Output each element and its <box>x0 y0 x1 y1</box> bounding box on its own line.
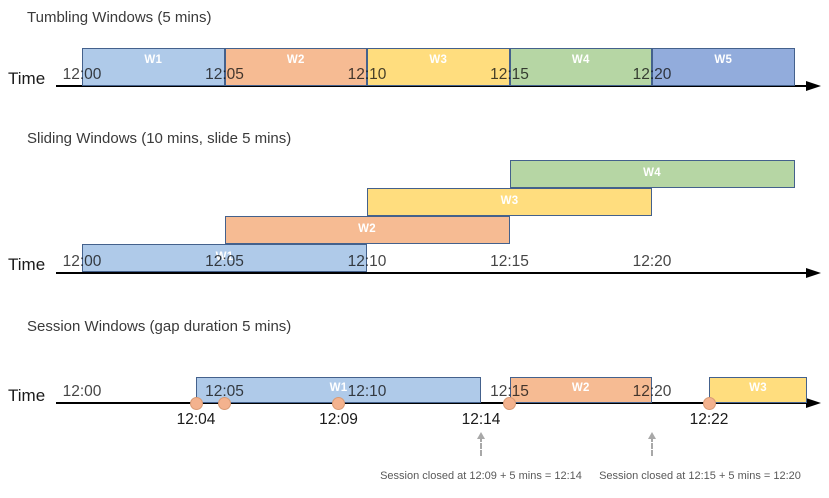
window-label: W3 <box>429 54 448 66</box>
time-axis-label-tumbling: Time <box>8 69 46 88</box>
window-label: W2 <box>358 223 376 235</box>
timeline-arrowhead-icon <box>806 397 821 408</box>
tick-label: 12:20 <box>632 383 672 400</box>
timeline-sliding <box>56 272 809 274</box>
window-label: W1 <box>144 54 163 66</box>
tick-label: 12:10 <box>347 383 387 400</box>
time-axis-label-session: Time <box>8 386 46 405</box>
section-title-sliding: Sliding Windows (10 mins, slide 5 mins) <box>27 130 292 147</box>
time-axis-label-sliding: Time <box>8 255 46 274</box>
window-bar-w4: W4 <box>509 160 795 188</box>
tick-label: 12:20 <box>632 66 672 83</box>
window-bar-w3: W3 <box>709 377 807 403</box>
window-bar-w2: W2 <box>224 48 367 86</box>
window-bar-w1: W1 <box>196 377 481 403</box>
tick-label: 12:10 <box>347 66 387 83</box>
window-label: W3 <box>500 195 519 207</box>
event-time-label: 12:09 <box>319 411 358 428</box>
session-close-arrow-icon <box>648 432 656 456</box>
window-bar-w1: W1 <box>82 48 225 86</box>
tick-label: 12:15 <box>490 253 529 270</box>
section-title-tumbling: Tumbling Windows (5 mins) <box>27 9 212 26</box>
window-label: W1 <box>329 382 348 394</box>
timeline-session <box>56 402 809 404</box>
event-time-label: 12:14 <box>461 411 501 428</box>
window-label: W2 <box>286 54 305 66</box>
timeline-tumbling <box>56 85 809 87</box>
timeline-arrowhead-icon <box>806 80 821 91</box>
session-close-annotation: Session closed at 12:15 + 5 mins = 12:20 <box>599 470 801 482</box>
window-label: W5 <box>714 54 733 66</box>
window-label: W4 <box>643 167 661 179</box>
session-close-annotation: Session closed at 12:09 + 5 mins = 12:14 <box>380 470 582 482</box>
tick-label: 12:00 <box>62 253 102 270</box>
tick-label: 12:10 <box>347 253 387 270</box>
tick-label: 12:20 <box>632 253 672 270</box>
window-label: W1 <box>215 251 234 263</box>
section-title-session: Session Windows (gap duration 5 mins) <box>27 318 292 335</box>
event-time-label: 12:04 <box>176 411 216 428</box>
window-bar-w5: W5 <box>652 48 795 86</box>
window-bar-w3: W3 <box>367 48 510 86</box>
tick-label: 12:05 <box>205 66 244 83</box>
window-bar-w4: W4 <box>509 48 652 86</box>
event-time-label: 12:22 <box>689 411 729 428</box>
window-bar-w2: W2 <box>224 216 510 244</box>
tick-label: 12:15 <box>490 383 529 400</box>
tick-label: 12:05 <box>205 253 244 270</box>
tick-label: 12:15 <box>490 66 529 83</box>
window-label: W3 <box>749 382 767 394</box>
window-bar-w3: W3 <box>367 188 652 216</box>
timeline-arrowhead-icon <box>806 267 821 278</box>
window-bar-w2: W2 <box>509 377 652 403</box>
window-label: W2 <box>571 382 590 394</box>
tick-label: 12:05 <box>205 383 244 400</box>
window-bar-w1: W1 <box>82 244 367 272</box>
session-close-arrow-icon <box>477 432 485 456</box>
window-label: W4 <box>571 54 590 66</box>
tick-label: 12:00 <box>62 66 102 83</box>
tick-label: 12:00 <box>62 383 102 400</box>
